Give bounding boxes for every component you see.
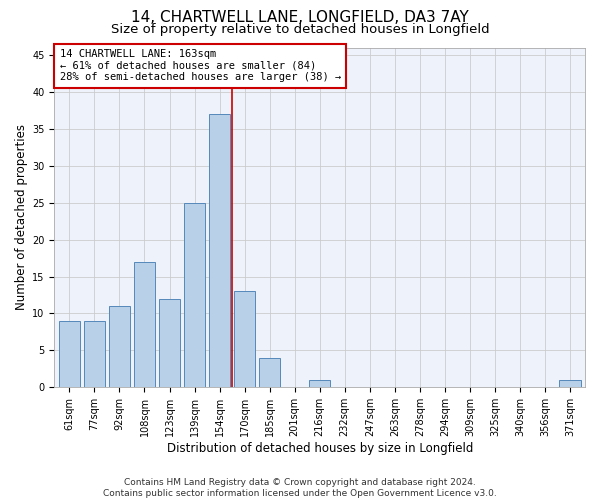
Bar — [84, 321, 105, 388]
Text: 14, CHARTWELL LANE, LONGFIELD, DA3 7AY: 14, CHARTWELL LANE, LONGFIELD, DA3 7AY — [131, 10, 469, 25]
Bar — [309, 380, 331, 388]
Bar — [59, 321, 80, 388]
Y-axis label: Number of detached properties: Number of detached properties — [15, 124, 28, 310]
Bar — [259, 358, 280, 388]
Bar — [134, 262, 155, 388]
Bar — [159, 298, 180, 388]
Text: Size of property relative to detached houses in Longfield: Size of property relative to detached ho… — [110, 22, 490, 36]
Bar — [234, 292, 255, 388]
Bar — [109, 306, 130, 388]
Text: 14 CHARTWELL LANE: 163sqm
← 61% of detached houses are smaller (84)
28% of semi-: 14 CHARTWELL LANE: 163sqm ← 61% of detac… — [59, 49, 341, 82]
Bar — [184, 202, 205, 388]
Bar — [209, 114, 230, 388]
X-axis label: Distribution of detached houses by size in Longfield: Distribution of detached houses by size … — [167, 442, 473, 455]
Text: Contains HM Land Registry data © Crown copyright and database right 2024.
Contai: Contains HM Land Registry data © Crown c… — [103, 478, 497, 498]
Bar — [559, 380, 581, 388]
